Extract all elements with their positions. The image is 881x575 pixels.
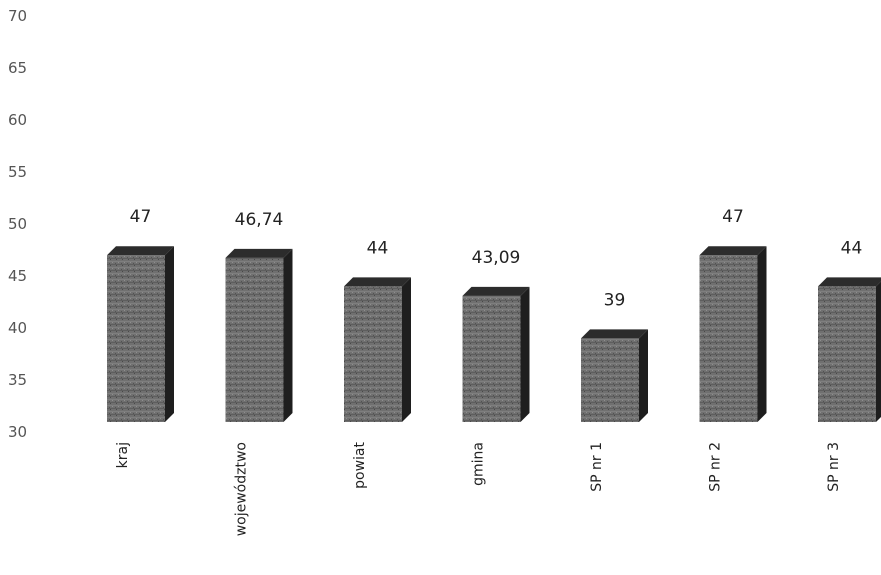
data-label: 46,74: [235, 210, 284, 230]
bar-front: [699, 255, 758, 422]
category-label: SP nr 1: [589, 442, 605, 492]
category-label: kraj: [115, 442, 131, 468]
bar-side: [283, 248, 293, 422]
bar-front-tint: [462, 295, 521, 422]
bar-side: [876, 281, 881, 422]
y-tick-label: 30: [8, 423, 27, 441]
bar-front: [344, 286, 402, 422]
data-label: 44: [841, 238, 863, 258]
category-label: powiat: [352, 442, 368, 489]
bar: [225, 248, 293, 422]
bar-side: [165, 246, 174, 422]
bar-front-tint: [699, 255, 758, 422]
bar-front: [462, 295, 521, 422]
bar-front-tint: [581, 338, 639, 422]
bar-top: [225, 248, 293, 258]
bar-top: [699, 246, 767, 256]
bar-front: [581, 338, 639, 422]
data-label: 44: [367, 238, 389, 258]
category-label: gmina: [471, 442, 487, 486]
bar-side: [757, 246, 767, 422]
bar-front: [225, 257, 284, 422]
y-tick-label: 50: [8, 215, 27, 233]
bar-front-tint: [344, 286, 402, 422]
bar-top: [581, 329, 648, 339]
y-tick-label: 70: [8, 7, 27, 25]
y-tick-label: 60: [8, 111, 27, 129]
y-tick-label: 65: [8, 59, 27, 77]
bar: [107, 246, 174, 422]
bar-side: [639, 329, 648, 422]
bar-top: [107, 246, 174, 256]
bar: [818, 277, 881, 422]
bar-top: [462, 286, 530, 296]
bar: [344, 277, 411, 422]
bar-top: [818, 277, 881, 287]
data-label: 39: [604, 290, 626, 310]
bar: [699, 246, 767, 422]
y-tick-label: 35: [8, 371, 27, 389]
bar-side: [402, 277, 411, 422]
bar-front: [818, 286, 876, 422]
bar-front-tint: [225, 257, 284, 422]
data-label: 43,09: [472, 248, 521, 268]
bar-front-tint: [818, 286, 876, 422]
category-label: SP nr 3: [826, 442, 842, 492]
bar-side: [520, 286, 530, 422]
bars: [107, 246, 881, 422]
y-tick-label: 55: [8, 163, 27, 181]
x-axis: kraj województwo powiat gmina SP nr 1 SP nr 2…: [115, 442, 842, 537]
bar-top: [344, 277, 411, 287]
y-tick-label: 45: [8, 267, 27, 285]
data-label: 47: [722, 207, 744, 227]
bar-front: [107, 255, 165, 422]
bar-front-tint: [107, 255, 165, 422]
category-label: województwo: [234, 442, 250, 536]
y-axis: 30 35 40 45 50 55 60 65 70: [8, 7, 27, 441]
bar: [581, 329, 648, 422]
category-label: SP nr 2: [708, 442, 724, 492]
y-tick-label: 40: [8, 319, 27, 337]
bar: [462, 286, 530, 422]
data-labels: 47 46,74 44 43,09 39 47 44: [130, 207, 863, 310]
data-label: 47: [130, 207, 152, 227]
